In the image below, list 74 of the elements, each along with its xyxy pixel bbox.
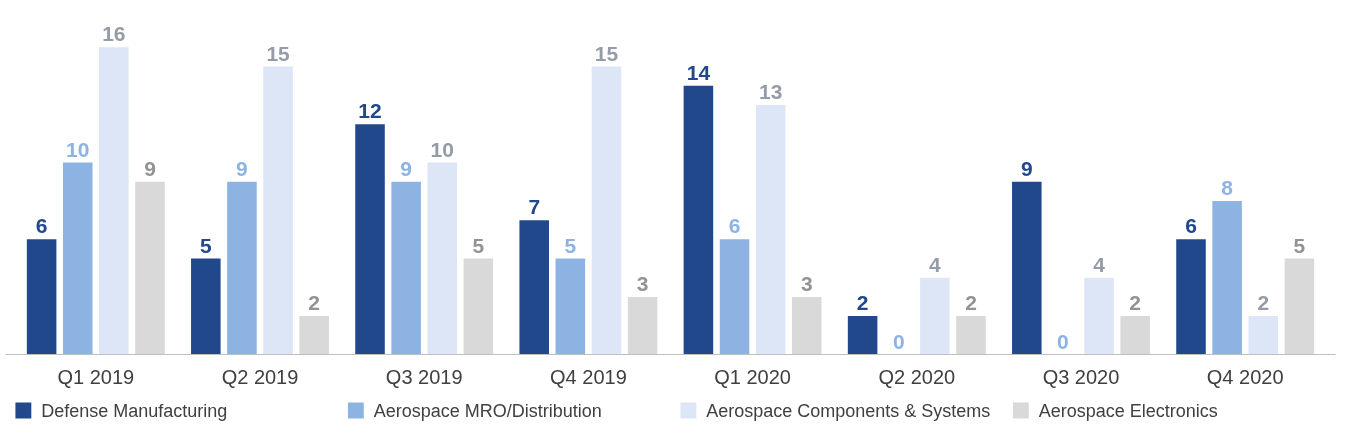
bar <box>99 47 129 355</box>
data-label: 15 <box>594 41 619 65</box>
bar <box>1212 200 1242 355</box>
data-label: 0 <box>1057 329 1069 353</box>
data-label: 6 <box>1185 214 1197 238</box>
bar <box>1012 181 1042 355</box>
data-label: 14 <box>686 60 711 84</box>
data-label: 5 <box>1293 233 1306 257</box>
bar <box>755 104 786 355</box>
bar <box>519 220 549 355</box>
bar <box>847 316 878 355</box>
data-label: 10 <box>66 137 90 161</box>
bar <box>135 181 165 355</box>
bar <box>299 316 329 355</box>
data-label: 2 <box>1257 291 1270 315</box>
data-label: 0 <box>892 329 905 353</box>
data-label: 9 <box>236 156 248 180</box>
bar <box>391 181 421 355</box>
bar <box>683 85 714 355</box>
data-label: 9 <box>400 156 412 180</box>
data-label: 5 <box>199 233 212 257</box>
x-tick-label: Q2 2020 <box>878 365 956 388</box>
bar <box>792 296 822 355</box>
legend-label: Aerospace MRO/Distribution <box>373 400 602 421</box>
data-label: 9 <box>144 156 156 180</box>
legend-label: Defense Manufacturing <box>41 400 228 421</box>
bar <box>591 66 622 355</box>
bar <box>26 239 57 355</box>
data-label: 2 <box>308 291 321 315</box>
data-label: 4 <box>1093 252 1106 276</box>
bar <box>719 239 750 355</box>
data-label: 5 <box>472 233 485 257</box>
data-label: 12 <box>358 99 382 123</box>
data-label: 3 <box>636 271 649 295</box>
data-label: 13 <box>758 79 783 103</box>
legend-label: Aerospace Components & Systems <box>706 400 991 421</box>
bar <box>62 162 93 355</box>
bar <box>463 258 494 355</box>
data-label: 2 <box>1129 291 1142 315</box>
data-label: 6 <box>728 214 741 238</box>
bar <box>627 296 658 355</box>
x-tick-label: Q1 2019 <box>57 365 135 388</box>
data-label: 10 <box>430 137 454 161</box>
data-label: 3 <box>800 271 813 295</box>
bar <box>427 162 458 355</box>
data-label: 5 <box>564 233 577 257</box>
x-tick-label: Q4 2020 <box>1206 365 1284 388</box>
bar <box>263 66 293 355</box>
bar <box>227 181 257 355</box>
bar <box>1284 258 1315 355</box>
data-label: 9 <box>1020 156 1033 180</box>
data-label: 6 <box>35 214 48 238</box>
x-tick-label: Q3 2019 <box>385 365 463 388</box>
data-label: 16 <box>102 22 126 46</box>
data-label: 4 <box>929 252 942 276</box>
data-label: 2 <box>965 291 977 315</box>
x-tick-label: Q4 2019 <box>550 365 627 388</box>
bar <box>1248 316 1279 355</box>
x-tick-label: Q3 2020 <box>1042 365 1120 388</box>
x-tick-label: Q1 2020 <box>714 365 791 388</box>
data-label: 7 <box>528 195 541 219</box>
legend-label: Aerospace Electronics <box>1038 400 1218 421</box>
data-label: 8 <box>1221 175 1234 199</box>
bar <box>920 277 950 355</box>
bar <box>355 124 385 355</box>
bar <box>1120 316 1150 355</box>
bar <box>956 316 986 355</box>
bar <box>1084 277 1114 355</box>
bar <box>191 258 221 355</box>
x-tick-label: Q2 2019 <box>221 365 299 388</box>
bar <box>1176 239 1206 355</box>
data-label: 15 <box>266 41 291 65</box>
bar <box>555 258 586 355</box>
data-label: 2 <box>856 291 869 315</box>
